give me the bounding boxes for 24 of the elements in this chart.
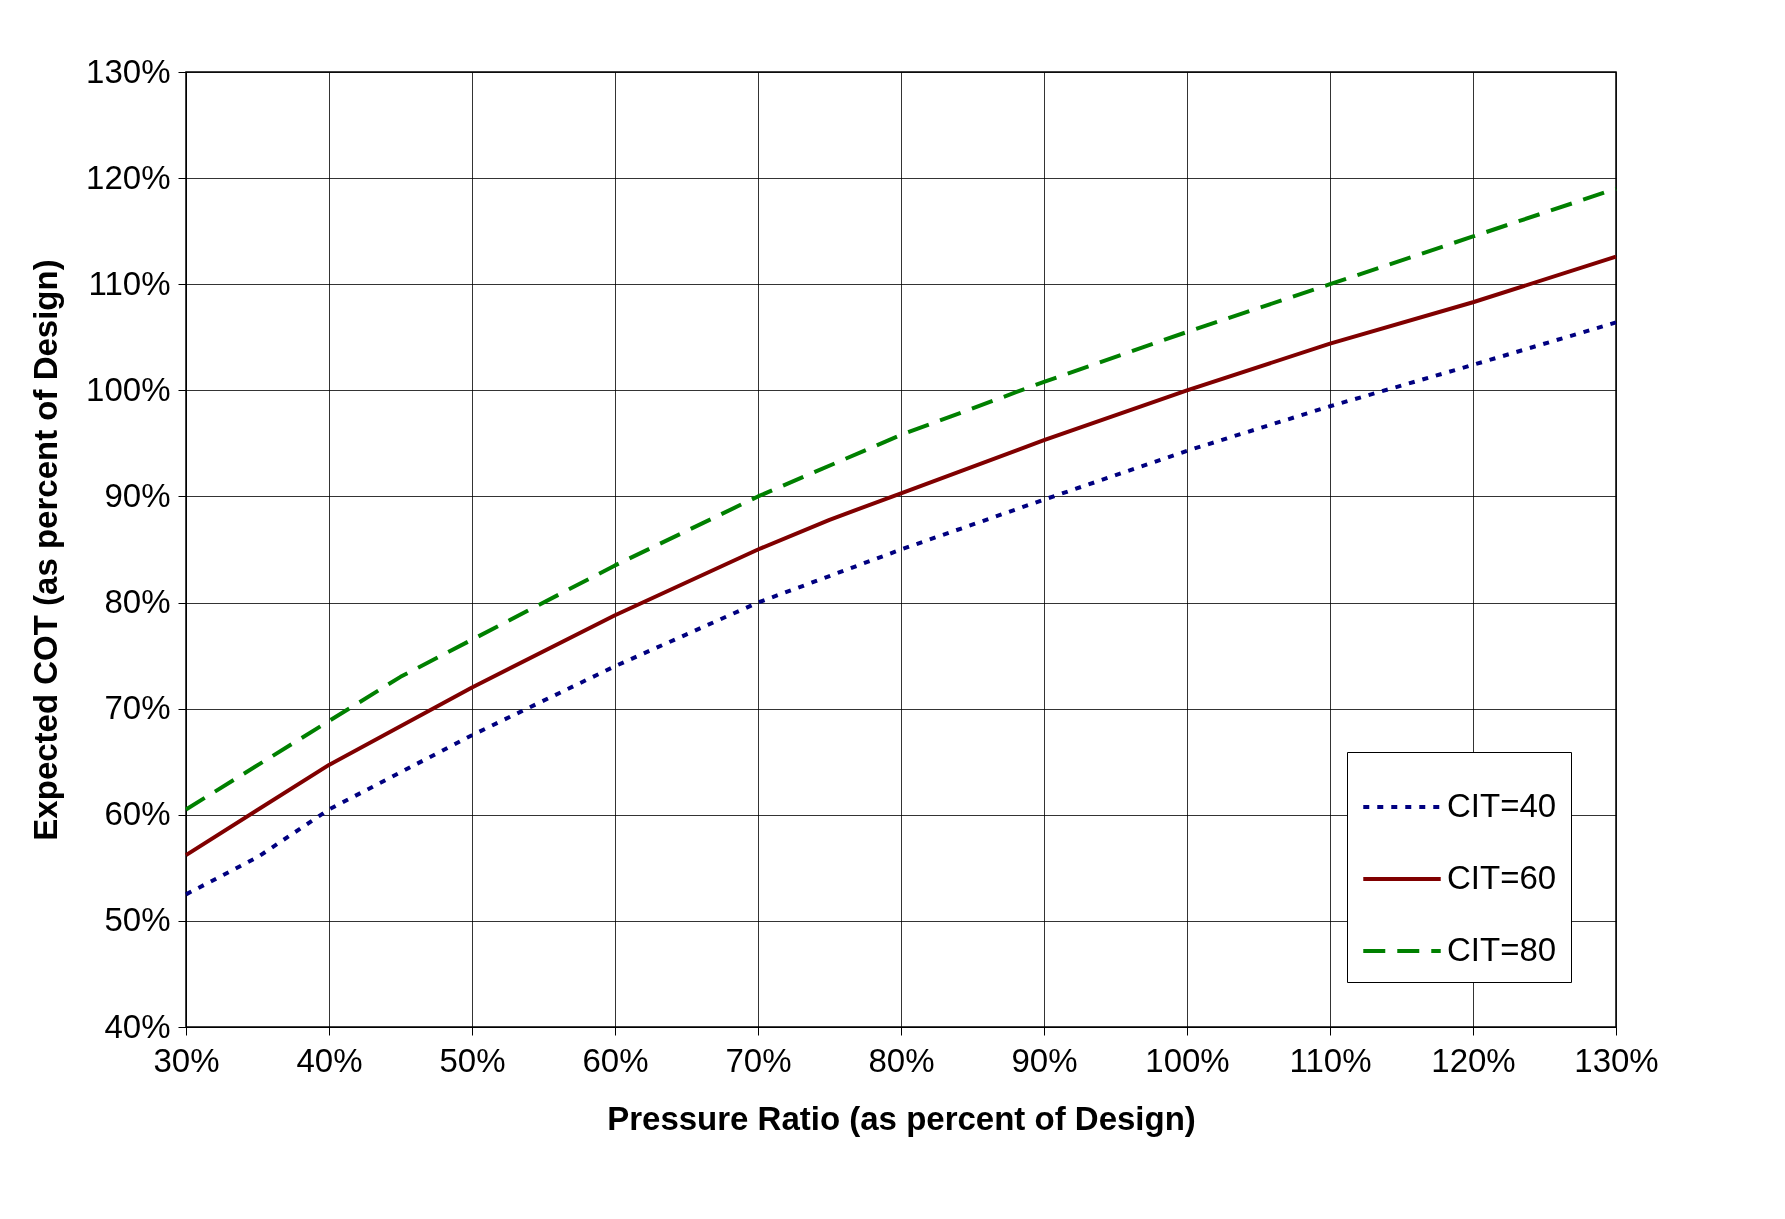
y-tick-label: 110% [88, 264, 171, 302]
y-tick-label: 70% [104, 689, 171, 727]
legend-label: CIT=60 [1447, 859, 1557, 896]
legend-label: CIT=80 [1447, 931, 1557, 968]
x-axis-title: Pressure Ratio (as percent of Design) [607, 1099, 1196, 1137]
legend-label: CIT=40 [1447, 787, 1557, 824]
y-tick-label: 120% [86, 158, 171, 196]
x-tick-label: 80% [868, 1041, 935, 1079]
y-tick-label: 100% [86, 370, 171, 408]
y-tick-label: 90% [104, 476, 171, 514]
y-tick-label: 80% [104, 583, 171, 621]
x-tick-label: 130% [1574, 1041, 1659, 1079]
y-tick-label: 50% [104, 901, 171, 939]
x-tick-label: 40% [296, 1041, 363, 1079]
y-tick-label: 60% [104, 795, 171, 833]
x-tick-label: 50% [439, 1041, 506, 1079]
y-tick-label: 130% [86, 52, 171, 90]
x-tick-label: 110% [1289, 1041, 1372, 1079]
x-tick-label: 120% [1431, 1041, 1516, 1079]
y-axis-title: Expected COT (as percent of Design) [27, 259, 65, 841]
x-tick-label: 100% [1145, 1041, 1230, 1079]
x-tick-label: 60% [582, 1041, 649, 1079]
x-tick-label: 90% [1011, 1041, 1078, 1079]
x-tick-label: 70% [725, 1041, 792, 1079]
